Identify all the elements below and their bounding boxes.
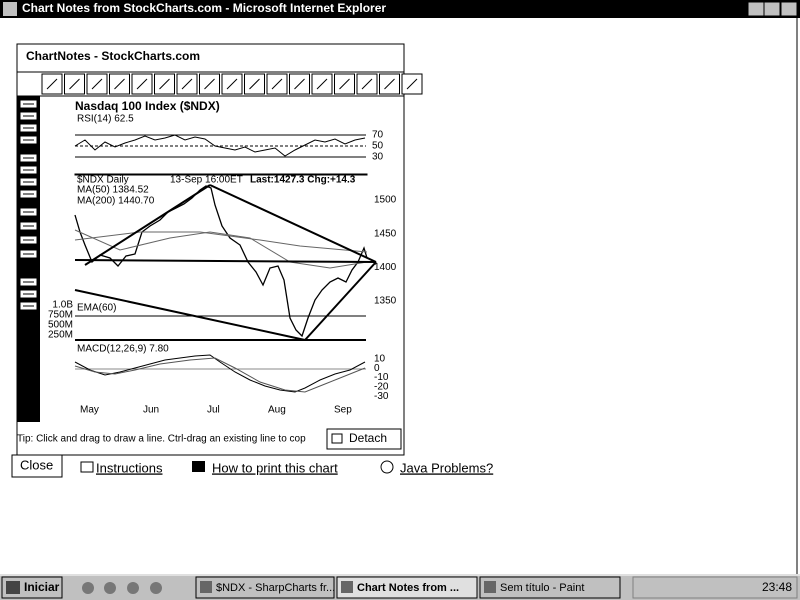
tool-glyph [114, 78, 125, 90]
tool-glyph [384, 78, 395, 90]
macd-tick: -30 [374, 391, 389, 402]
close-window[interactable] [780, 1, 798, 17]
tool-glyph [294, 78, 305, 90]
price-tick: 1500 [374, 195, 397, 206]
tool-glyph [271, 78, 283, 90]
price-panel [74, 173, 377, 341]
detach-button[interactable]: Detach [326, 428, 402, 450]
macd-tick: -10 [374, 372, 389, 383]
quick-launch[interactable] [82, 582, 162, 594]
tool-glyph [46, 78, 58, 90]
macd-label: MACD(12,26,9) 7.80 [77, 344, 169, 355]
tool-glyph [91, 78, 103, 90]
month-label: May [80, 405, 99, 416]
tool-glyph [204, 78, 215, 90]
tool-glyph [406, 78, 418, 90]
tray [632, 576, 798, 599]
price-tick: 1400 [374, 262, 397, 273]
tool-buttons [41, 73, 423, 95]
tool-glyph [361, 78, 373, 90]
task-button[interactable] [195, 576, 335, 599]
price-tick: 1350 [374, 296, 397, 307]
quick-icon[interactable] [82, 582, 94, 594]
printer-icon [192, 461, 205, 472]
side-buttons [19, 99, 38, 311]
start-text[interactable]: Iniciar [24, 580, 60, 594]
volume-tick: 500M [48, 320, 73, 331]
volume-panel [75, 315, 366, 341]
ema-label: EMA(60) [77, 303, 116, 314]
maximize[interactable] [763, 1, 781, 17]
month-label: Sep [334, 405, 352, 416]
chart-title: Nasdaq 100 Index ($NDX) [75, 99, 220, 113]
rsi-tick: 50 [372, 141, 384, 152]
macd-tick: 10 [374, 354, 386, 365]
volume-tick: 1.0B [52, 300, 73, 311]
tool-glyph [181, 78, 193, 90]
task-button[interactable] [336, 576, 478, 599]
tool-glyph [249, 78, 260, 90]
price-tick: 1450 [374, 228, 397, 239]
rsi-tick: 30 [372, 152, 384, 163]
last-change: Last:1427.3 Chg:+14.3 [250, 175, 356, 186]
rsi-label: RSI(14) 62.5 [77, 114, 134, 125]
java-link[interactable]: Java Problems? [400, 460, 493, 475]
tool-glyph [159, 78, 170, 90]
print-link[interactable]: How to print this chart [212, 460, 338, 475]
symbol: $NDX Daily [77, 175, 129, 186]
task-icon [484, 581, 496, 593]
macd-panel [74, 354, 366, 393]
window-buttons[interactable] [747, 1, 798, 17]
detach-box[interactable] [326, 428, 402, 450]
help-icon [380, 460, 394, 474]
month-label: Jun [143, 405, 159, 416]
quick-icon[interactable] [150, 582, 162, 594]
task-label[interactable]: Sem título - Paint [500, 582, 584, 594]
title-bar [0, 0, 800, 18]
tip: Tip: Click and drag to draw a line. Ctrl… [17, 434, 306, 445]
close-button[interactable] [11, 454, 63, 478]
month-label: Jul [207, 405, 220, 416]
tool-glyph [69, 78, 80, 90]
task-icon [200, 581, 212, 593]
clock: 23:48 [762, 580, 792, 594]
task-label[interactable]: $NDX - SharpCharts fr... [216, 582, 335, 594]
tool-glyph [226, 78, 238, 90]
volume-tick: 250M [48, 330, 73, 341]
tool-glyph [316, 78, 328, 90]
date: 13-Sep 16:00ET [170, 175, 243, 186]
month-label: Aug [268, 405, 286, 416]
side-toolbar [17, 96, 40, 422]
task-button[interactable] [479, 576, 621, 599]
minimize[interactable] [747, 1, 765, 17]
quick-icon[interactable] [127, 582, 139, 594]
close-text[interactable]: Close [20, 457, 53, 472]
ma200-label: MA(200) 1440.70 [77, 196, 155, 207]
detach-icon [331, 433, 343, 444]
detach-text[interactable]: Detach [349, 431, 387, 445]
macd-tick: 0 [374, 363, 380, 374]
instructions-link[interactable]: Instructions [96, 460, 163, 475]
book-icon [80, 461, 94, 473]
rsi-panel [74, 134, 366, 158]
start-logo [6, 581, 20, 594]
volume-tick: 750M [48, 310, 73, 321]
ie-icon [3, 2, 17, 16]
tool-glyph [136, 78, 148, 90]
ma50-label: MA(50) 1384.52 [77, 185, 149, 196]
macd-tick: -20 [374, 382, 389, 393]
quick-icon[interactable] [104, 582, 116, 594]
tool-glyph [339, 78, 350, 90]
task-icon [341, 581, 353, 593]
window-title: Chart Notes from StockCharts.com - Micro… [22, 1, 386, 15]
task-label[interactable]: Chart Notes from ... [357, 582, 459, 594]
applet-header: ChartNotes - StockCharts.com [26, 49, 200, 63]
rsi-tick: 70 [372, 130, 384, 141]
